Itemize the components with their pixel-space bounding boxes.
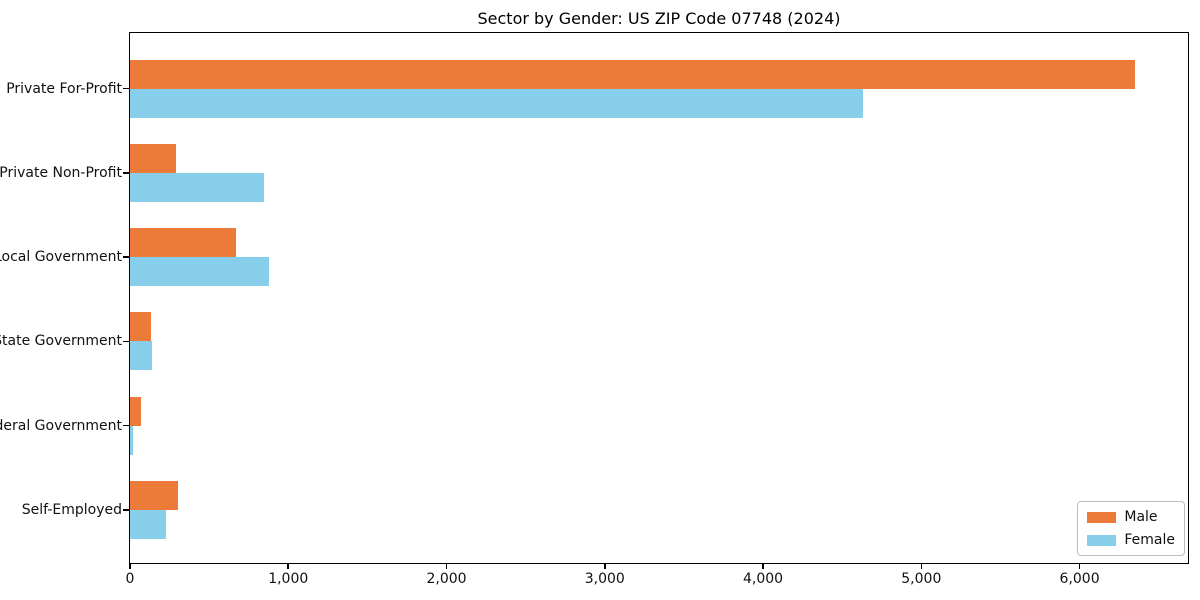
bar-male-0 [130,59,1135,89]
x-tick-mark [1078,564,1081,569]
bar-male-5 [130,481,178,510]
bar-male-4 [130,396,142,426]
y-tick-mark [123,87,129,90]
y-tick-label: Federal Government [0,417,122,434]
x-tick-label: 2,000 [426,571,467,587]
x-tick-label: 6,000 [1059,571,1100,587]
x-tick-mark [603,564,606,569]
x-tick-mark [445,564,448,569]
bar-female-5 [130,510,167,539]
y-tick-mark [123,509,129,511]
legend-swatch-female-icon [1087,534,1117,546]
y-tick-label: Self-Employed [21,502,122,518]
y-tick-label: Private For-Profit [6,80,122,97]
legend-item-female: Female [1087,532,1175,548]
y-tick-label: Private Non-Profit [0,164,122,181]
y-tick-mark [123,172,129,174]
bar-male-2 [130,228,236,258]
y-tick-mark [123,424,129,427]
bar-female-3 [130,341,153,371]
x-tick-mark [287,564,290,569]
x-tick-mark [762,564,764,569]
bar-female-1 [130,172,264,202]
x-tick-label: 0 [125,571,135,587]
legend-label-female: Female [1124,532,1175,548]
bar-male-1 [130,143,176,173]
legend-swatch-male-icon [1087,511,1117,523]
bar-female-0 [130,88,863,118]
x-tick-mark [129,564,131,569]
bar-female-4 [130,425,134,455]
y-tick-label: Local Government [0,249,122,266]
bar-male-3 [130,312,151,342]
chart-title: Sector by Gender: US ZIP Code 07748 (202… [477,9,841,28]
x-tick-label: 1,000 [268,571,309,587]
x-tick-label: 3,000 [584,571,625,587]
legend-item-male: Male [1087,509,1175,525]
y-tick-mark [123,340,129,343]
plot-area [129,32,1189,564]
x-axis: 0 1,000 2,000 3,000 4,000 5,000 6,000 [0,571,1200,591]
y-tick-label: State Government [0,333,122,350]
y-axis: Private For-Profit Private Non-Profit Loca… [0,33,122,563]
x-tick-mark [920,564,923,569]
y-tick-mark [123,256,129,258]
legend: Male Female [1077,501,1185,556]
bar-female-2 [130,257,269,287]
x-tick-label: 4,000 [743,571,784,587]
legend-label-male: Male [1124,509,1158,525]
x-tick-label: 5,000 [901,571,942,587]
